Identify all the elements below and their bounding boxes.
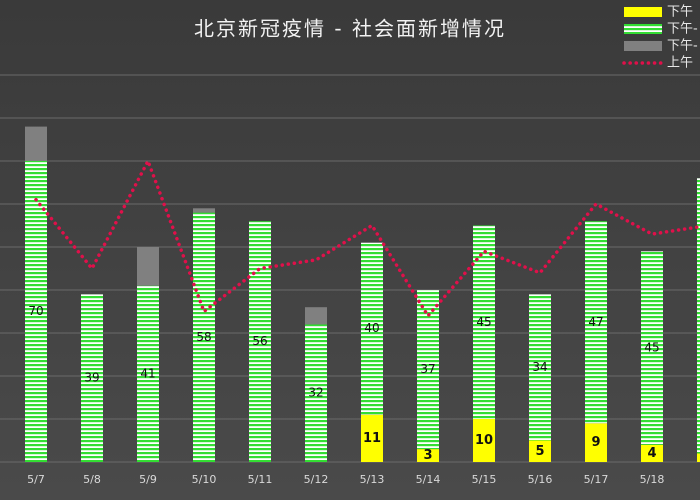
bar-segment (585, 423, 607, 462)
x-tick-label: 5/10 (192, 473, 217, 486)
bar-segment (529, 294, 551, 441)
legend-label: 上午 (667, 56, 693, 71)
x-tick-label: 5/9 (139, 473, 157, 486)
data-label: 40 (364, 321, 379, 335)
bar-segment (81, 294, 103, 462)
bar-segment (641, 251, 663, 445)
bar-segment (25, 126, 47, 161)
legend-label: 下午 (667, 5, 693, 20)
data-label: 4 (647, 446, 656, 461)
data-label: 56 (252, 334, 267, 348)
data-label: 58 (196, 330, 211, 344)
x-tick-label: 5/8 (83, 473, 101, 486)
x-tick-label: 5/13 (360, 473, 385, 486)
bar-segment (473, 419, 495, 462)
data-label: 5 (535, 444, 544, 459)
bar-segment (417, 290, 439, 450)
data-label: 11 (363, 431, 381, 446)
bar-segment (697, 178, 700, 454)
bar-segment (641, 444, 663, 462)
bar-segment (25, 161, 47, 462)
bar-segment (585, 221, 607, 424)
data-label: 70 (28, 304, 43, 318)
data-label: 45 (644, 341, 659, 355)
x-tick-label: 5/14 (416, 473, 441, 486)
bar-segment (529, 440, 551, 462)
bar-segment (305, 307, 327, 325)
line-series (34, 156, 700, 319)
bar-segment (137, 285, 159, 462)
data-label: 39 (84, 371, 99, 385)
x-tick-label: 5/12 (304, 473, 329, 486)
data-label: 47 (588, 315, 603, 329)
x-tick-label: 5/7 (27, 473, 45, 486)
x-tick-label: 5/17 (584, 473, 609, 486)
bar-segment (473, 225, 495, 419)
bar-segment (193, 208, 215, 213)
x-tick-label: 5/15 (472, 473, 497, 486)
data-label: 37 (420, 362, 435, 376)
bar-segment (305, 324, 327, 462)
legend-label: 下午- (667, 22, 698, 37)
legend-swatch (624, 24, 662, 34)
bar-segment (417, 449, 439, 462)
bar-segment (361, 414, 383, 462)
data-label: 34 (532, 360, 547, 374)
data-label: 45 (476, 315, 491, 329)
x-tick-label: 5/11 (248, 473, 273, 486)
bar-segment (361, 242, 383, 415)
chart-title: 北京新冠疫情 - 社会面新增情况 (194, 17, 506, 41)
x-tick-label: 5/16 (528, 473, 553, 486)
data-label: 9 (591, 435, 600, 450)
x-tick-label: 5/18 (640, 473, 665, 486)
data-label: 3 (423, 448, 432, 463)
bar-segment (193, 212, 215, 462)
bar-segment (249, 221, 271, 462)
legend-label: 下午- (667, 39, 698, 54)
data-label: 32 (308, 386, 323, 400)
data-label: 10 (475, 433, 493, 448)
bar-segment (697, 453, 700, 462)
bar-segment (137, 247, 159, 286)
data-label: 41 (140, 366, 155, 380)
legend-swatch (624, 7, 662, 17)
legend-swatch (624, 41, 662, 51)
